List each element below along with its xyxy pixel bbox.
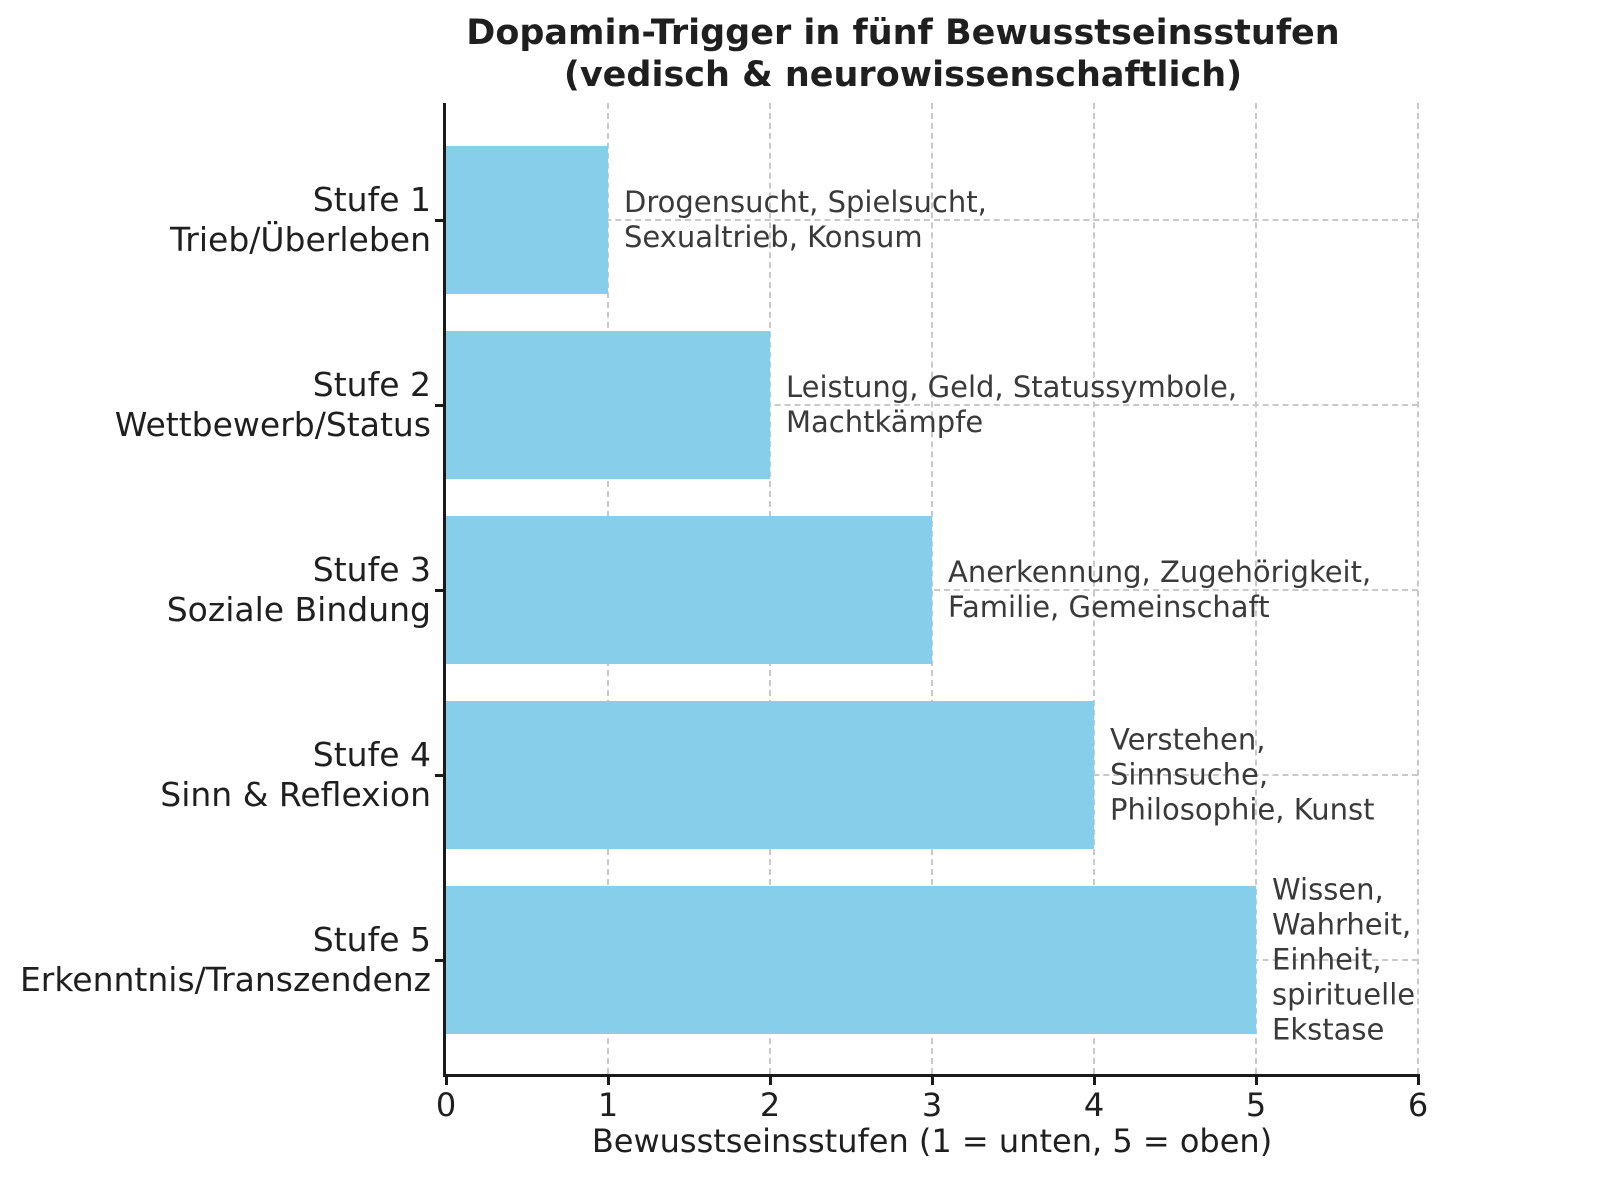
gridline-horizontal — [446, 404, 1418, 406]
gridline-horizontal — [446, 219, 1418, 221]
y-tick-label: Stufe 1 Trieb/Überleben — [169, 180, 431, 259]
x-tick-mark — [1255, 1074, 1258, 1085]
gridline-vertical — [1417, 103, 1419, 1074]
gridline-vertical — [931, 103, 933, 1074]
bar — [446, 146, 608, 294]
bar — [446, 516, 932, 664]
x-tick-mark — [931, 1074, 934, 1085]
x-tick-label: 6 — [1407, 1086, 1429, 1124]
x-tick-mark — [607, 1074, 610, 1085]
bar-annotation: Anerkennung, Zugehörigkeit, Familie, Gem… — [948, 555, 1372, 624]
bar — [446, 701, 1094, 849]
x-tick-mark — [769, 1074, 772, 1085]
x-tick-mark — [1417, 1074, 1420, 1085]
bar — [446, 331, 770, 479]
chart-title: Dopamin-Trigger in fünf Bewusstseinsstuf… — [466, 13, 1340, 95]
x-tick-mark — [445, 1074, 448, 1085]
y-tick-label: Stufe 5 Erkenntnis/Transzendenz — [19, 920, 431, 999]
x-tick-label: 1 — [597, 1086, 619, 1124]
plot-area: Drogensucht, Spielsucht, Sexualtrieb, Ko… — [443, 103, 1419, 1077]
x-tick-label: 2 — [759, 1086, 781, 1124]
x-tick-label: 0 — [435, 1086, 457, 1124]
y-tick-mark — [435, 589, 446, 592]
x-tick-label: 5 — [1245, 1086, 1267, 1124]
y-tick-mark — [435, 219, 446, 222]
x-axis-label: Bewusstseinsstufen (1 = unten, 5 = oben) — [591, 1122, 1273, 1160]
x-tick-label: 4 — [1083, 1086, 1105, 1124]
gridline-horizontal — [446, 589, 1418, 591]
y-tick-label: Stufe 4 Sinn & Reflexion — [160, 735, 431, 814]
bar-annotation: Leistung, Geld, Statussymbole, Machtkämp… — [786, 370, 1238, 439]
bar — [446, 886, 1256, 1034]
y-tick-mark — [435, 774, 446, 777]
y-tick-mark — [435, 959, 446, 962]
x-tick-label: 3 — [921, 1086, 943, 1124]
gridline-vertical — [1255, 103, 1257, 1074]
y-tick-label: Stufe 2 Wettbewerb/Status — [114, 365, 431, 444]
gridline-vertical — [1093, 103, 1095, 1074]
bar-annotation: Wissen, Wahrheit, Einheit, spirituelle E… — [1272, 872, 1416, 1047]
bar-annotation: Drogensucht, Spielsucht, Sexualtrieb, Ko… — [624, 185, 987, 254]
bar-annotation: Verstehen, Sinnsuche, Philosophie, Kunst — [1110, 722, 1375, 827]
y-tick-label: Stufe 3 Soziale Bindung — [166, 550, 431, 629]
x-tick-mark — [1093, 1074, 1096, 1085]
y-tick-mark — [435, 404, 446, 407]
